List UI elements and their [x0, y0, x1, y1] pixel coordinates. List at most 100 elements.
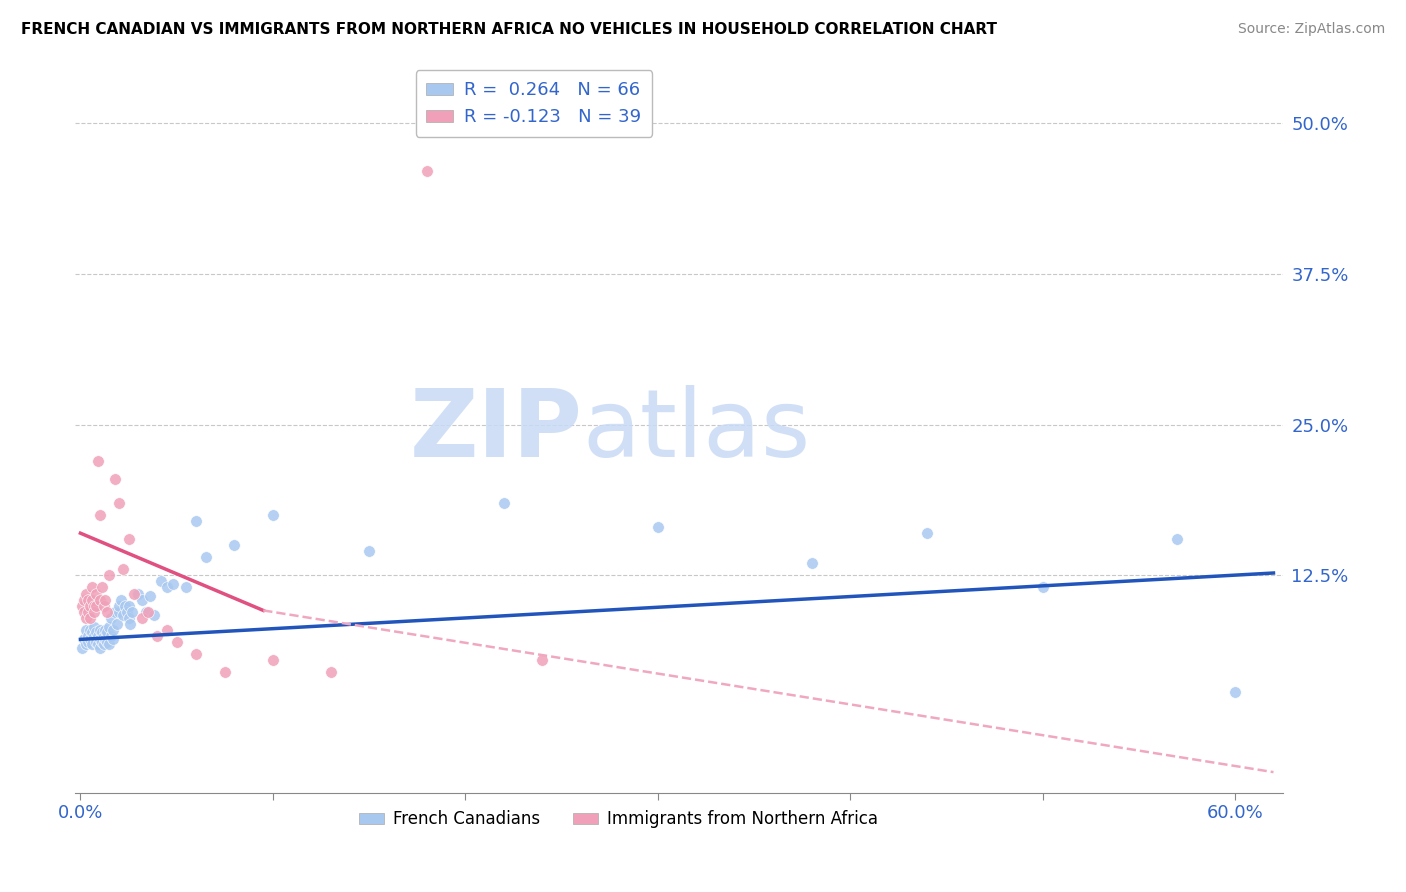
Point — [77, 634, 100, 648]
Point — [131, 592, 153, 607]
Point — [89, 508, 111, 522]
Point — [117, 610, 139, 624]
Point — [94, 592, 117, 607]
Point — [120, 616, 142, 631]
Point — [75, 610, 97, 624]
Point — [174, 581, 197, 595]
Point — [77, 605, 100, 619]
Point — [105, 616, 128, 631]
Point — [75, 637, 97, 651]
Point — [89, 623, 111, 637]
Point — [110, 592, 132, 607]
Point — [83, 599, 105, 613]
Point — [89, 592, 111, 607]
Point — [96, 634, 118, 648]
Point — [77, 629, 100, 643]
Point — [72, 640, 94, 655]
Point — [98, 568, 121, 582]
Point — [94, 623, 117, 637]
Point — [127, 586, 149, 600]
Point — [184, 514, 207, 528]
Point — [117, 599, 139, 613]
Point — [90, 581, 112, 595]
Point — [224, 538, 246, 552]
Point — [131, 610, 153, 624]
Point — [75, 623, 97, 637]
Text: ZIP: ZIP — [409, 384, 582, 476]
Point — [100, 629, 122, 643]
Point — [90, 634, 112, 648]
Point — [136, 605, 159, 619]
Point — [90, 625, 112, 640]
Point — [73, 592, 96, 607]
Point — [101, 632, 124, 647]
Point — [83, 620, 105, 634]
Text: FRENCH CANADIAN VS IMMIGRANTS FROM NORTHERN AFRICA NO VEHICLES IN HOUSEHOLD CORR: FRENCH CANADIAN VS IMMIGRANTS FROM NORTH… — [21, 22, 997, 37]
Point — [166, 634, 188, 648]
Point — [77, 592, 100, 607]
Point — [87, 454, 110, 468]
Point — [1166, 532, 1188, 546]
Point — [84, 586, 107, 600]
Point — [138, 589, 160, 603]
Text: Source: ZipAtlas.com: Source: ZipAtlas.com — [1237, 22, 1385, 37]
Point — [104, 605, 127, 619]
Point — [84, 625, 107, 640]
Point — [72, 599, 94, 613]
Point — [93, 637, 115, 651]
Point — [96, 605, 118, 619]
Point — [73, 632, 96, 647]
Point — [79, 632, 101, 647]
Legend: French Canadians, Immigrants from Northern Africa: French Canadians, Immigrants from Northe… — [353, 804, 884, 835]
Point — [75, 586, 97, 600]
Point — [101, 623, 124, 637]
Point — [111, 562, 134, 576]
Point — [647, 520, 669, 534]
Point — [194, 550, 217, 565]
Point — [80, 637, 103, 651]
Point — [89, 640, 111, 655]
Point — [800, 557, 823, 571]
Point — [135, 605, 157, 619]
Point — [108, 599, 131, 613]
Point — [83, 629, 105, 643]
Point — [80, 581, 103, 595]
Point — [89, 632, 111, 647]
Point — [117, 532, 139, 546]
Point — [79, 623, 101, 637]
Point — [79, 599, 101, 613]
Point — [87, 637, 110, 651]
Point — [80, 592, 103, 607]
Point — [98, 620, 121, 634]
Point — [915, 526, 938, 541]
Point — [146, 629, 169, 643]
Point — [84, 634, 107, 648]
Point — [1032, 581, 1054, 595]
Point — [156, 623, 179, 637]
Point — [96, 625, 118, 640]
Point — [492, 496, 515, 510]
Point — [184, 647, 207, 661]
Point — [98, 637, 121, 651]
Point — [94, 632, 117, 647]
Point — [80, 625, 103, 640]
Point — [416, 164, 439, 178]
Point — [214, 665, 236, 679]
Point — [108, 605, 131, 619]
Point — [1223, 685, 1246, 699]
Point — [111, 608, 134, 623]
Point — [104, 472, 127, 486]
Point — [73, 605, 96, 619]
Point — [84, 599, 107, 613]
Point — [156, 581, 179, 595]
Point — [100, 610, 122, 624]
Point — [114, 599, 136, 613]
Point — [83, 605, 105, 619]
Point — [115, 605, 138, 619]
Point — [108, 496, 131, 510]
Point — [262, 653, 284, 667]
Point — [150, 574, 173, 589]
Point — [121, 605, 143, 619]
Point — [319, 665, 342, 679]
Point — [142, 608, 165, 623]
